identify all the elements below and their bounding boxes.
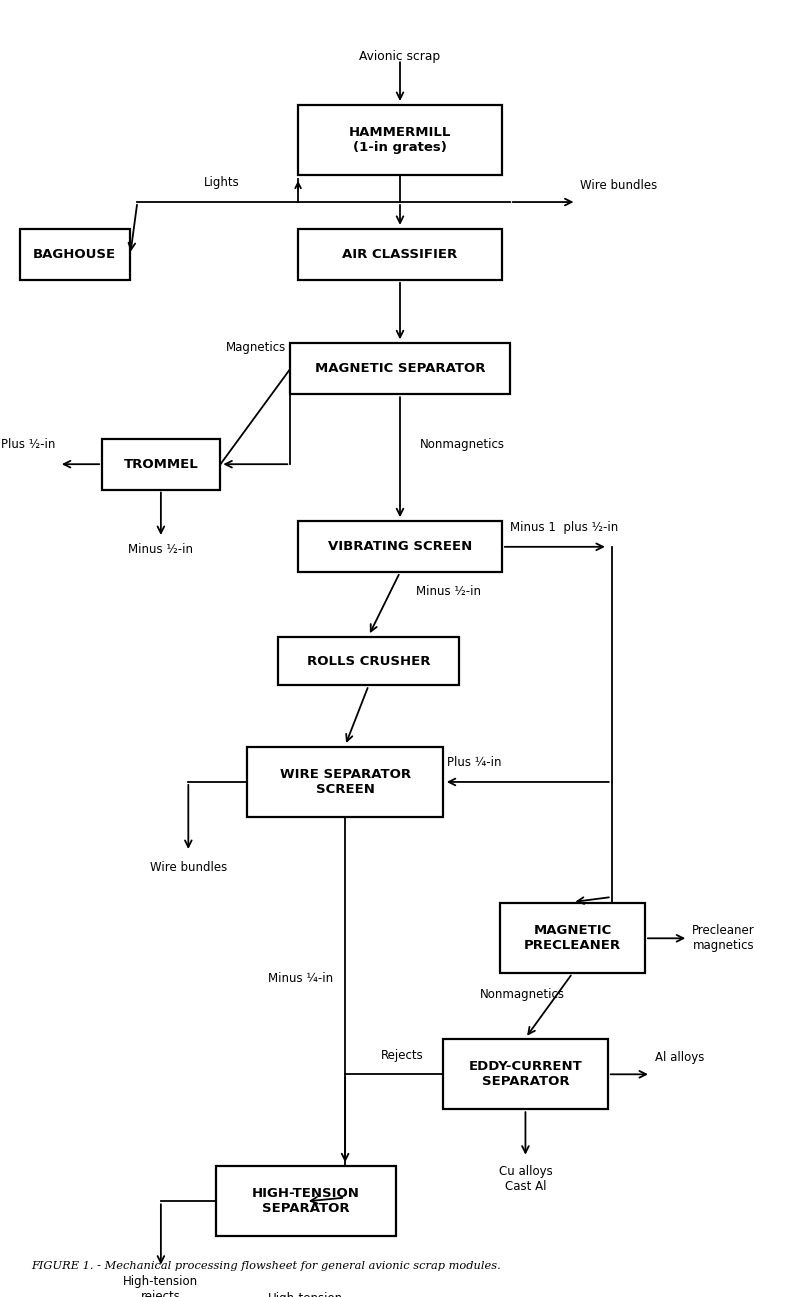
Text: Nonmagnetics: Nonmagnetics [480,988,565,1001]
Text: Rejects: Rejects [381,1048,423,1061]
Text: Nonmagnetics: Nonmagnetics [420,438,505,451]
Text: WIRE SEPARATOR
SCREEN: WIRE SEPARATOR SCREEN [279,768,410,796]
Text: MAGNETIC SEPARATOR: MAGNETIC SEPARATOR [314,362,486,375]
Text: Lights: Lights [204,176,239,189]
Text: VIBRATING SCREEN: VIBRATING SCREEN [328,541,472,554]
Bar [500,903,645,973]
Text: ROLLS CRUSHER: ROLLS CRUSHER [307,655,430,668]
Text: Minus 1  plus ½-in: Minus 1 plus ½-in [510,521,618,534]
Text: Magnetics: Magnetics [226,341,286,354]
Text: Al alloys: Al alloys [654,1051,704,1064]
Text: High-tension
rejects: High-tension rejects [123,1275,198,1297]
Text: Cu alloys
Cast Al: Cu alloys Cast Al [498,1165,552,1193]
Bar [247,747,443,817]
Bar [298,521,502,572]
Text: Plus ½-in: Plus ½-in [1,438,55,451]
Text: AIR CLASSIFIER: AIR CLASSIFIER [342,248,458,261]
Bar [278,637,459,685]
Bar [298,105,502,175]
Text: Plus ¼-in: Plus ¼-in [447,756,502,769]
Bar [290,344,510,394]
Text: MAGNETIC
PRECLEANER: MAGNETIC PRECLEANER [524,925,621,952]
Text: FIGURE 1. - Mechanical processing flowsheet for general avionic scrap modules.: FIGURE 1. - Mechanical processing flowsh… [31,1261,502,1271]
Bar [298,230,502,280]
Bar [443,1039,608,1109]
Text: Wire bundles: Wire bundles [580,179,658,192]
Text: Minus ½-in: Minus ½-in [128,543,194,556]
Bar [216,1166,396,1236]
Text: Avionic scrap: Avionic scrap [359,51,441,64]
Text: HIGH-TENSION
SEPARATOR: HIGH-TENSION SEPARATOR [252,1188,360,1215]
Text: Minus ½-in: Minus ½-in [416,585,481,598]
Bar [20,230,130,280]
Text: HAMMERMILL
(1-in grates): HAMMERMILL (1-in grates) [349,126,451,154]
Text: High-tension
metal: High-tension metal [268,1292,343,1297]
Text: EDDY-CURRENT
SEPARATOR: EDDY-CURRENT SEPARATOR [469,1061,582,1088]
Text: Precleaner
magnetics: Precleaner magnetics [692,925,754,952]
Bar [102,438,220,490]
Text: Minus ¼-in: Minus ¼-in [268,973,334,986]
Text: TROMMEL: TROMMEL [123,458,198,471]
Text: Wire bundles: Wire bundles [150,861,227,874]
Text: BAGHOUSE: BAGHOUSE [33,248,116,261]
